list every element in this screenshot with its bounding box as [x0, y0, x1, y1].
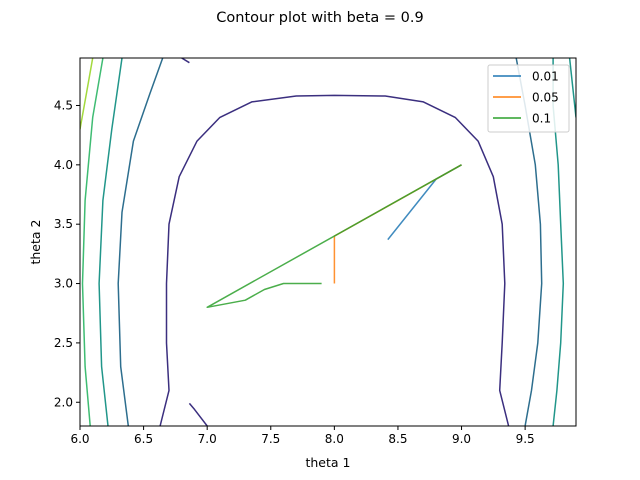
legend-box: [487, 64, 570, 133]
legend: 0.01 0.05 0.1: [487, 64, 570, 133]
contour-line-1: [188, 402, 208, 426]
contour-line-8: [568, 58, 576, 118]
x-tick-label: 9.0: [452, 432, 471, 446]
x-axis-label: theta 1: [305, 455, 350, 470]
contour-line-9: [80, 58, 94, 130]
y-tick-label: 2.0: [54, 395, 73, 409]
x-tick-label: 6.0: [70, 432, 89, 446]
y-axis-label: theta 2: [28, 219, 43, 264]
y-tick-label: 4.5: [54, 98, 73, 112]
x-tick-label: 8.0: [325, 432, 344, 446]
x-tick-label: 7.5: [261, 432, 280, 446]
contour-lines: [80, 58, 576, 426]
contour-line-7: [81, 58, 104, 426]
plot-frame: [79, 57, 577, 427]
contour-line-3: [117, 58, 164, 426]
x-tick-label: 7.0: [198, 432, 217, 446]
y-tick-label: 3.5: [54, 217, 73, 231]
y-tick-label: 3.0: [54, 277, 73, 291]
x-tick-label: 9.5: [516, 432, 535, 446]
chart-title: Contour plot with beta = 0.9: [216, 10, 423, 26]
x-tick-label: 8.5: [388, 432, 407, 446]
y-tick-label: 4.0: [54, 158, 73, 172]
contour-line-0: [159, 94, 510, 426]
series-lines: [206, 164, 462, 309]
legend-label: 0.1: [532, 112, 551, 126]
contour-line-5: [98, 58, 123, 426]
contour-line-2: [181, 58, 190, 64]
y-tick-label: 2.5: [54, 336, 73, 350]
series-line-0.1: [206, 164, 462, 309]
x-axis-ticks: 6.0 6.5 7.0 7.5 8.0 8.5 9.0 9.5: [70, 426, 535, 446]
x-tick-label: 6.5: [134, 432, 153, 446]
legend-label: 0.01: [532, 70, 559, 84]
legend-label: 0.05: [532, 91, 559, 105]
y-axis-ticks: 2.0 2.5 3.0 3.5 4.0 4.5: [54, 98, 80, 409]
